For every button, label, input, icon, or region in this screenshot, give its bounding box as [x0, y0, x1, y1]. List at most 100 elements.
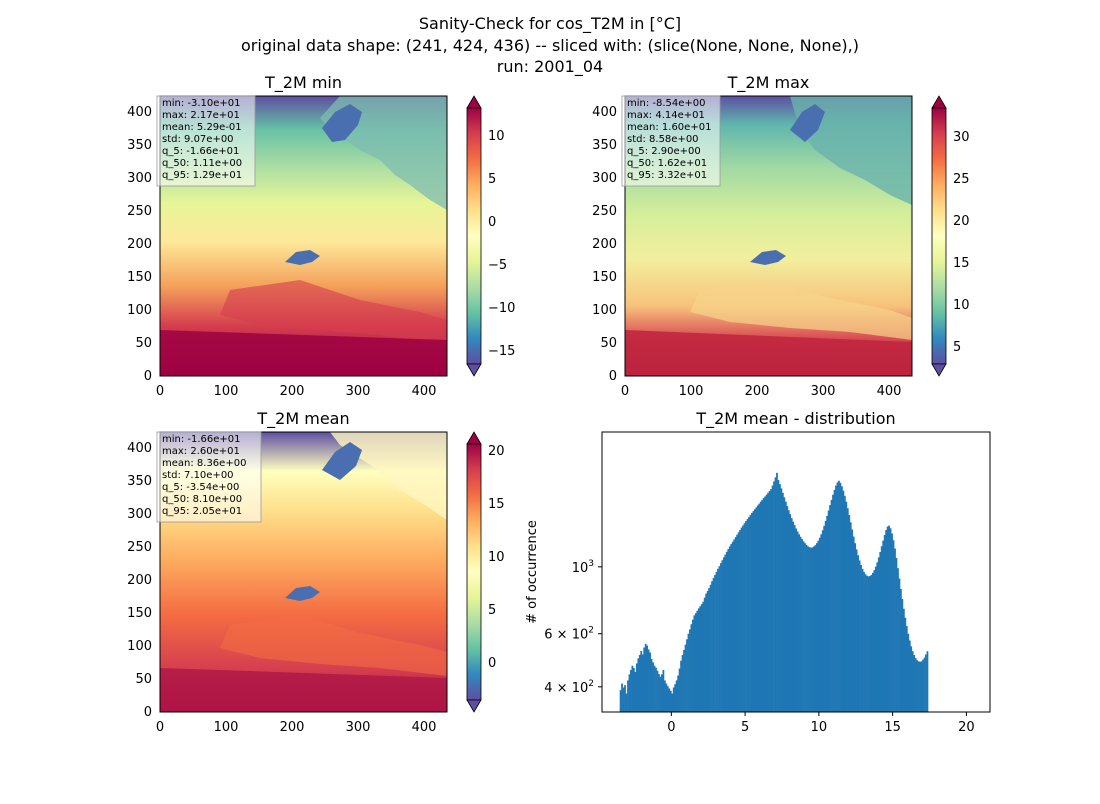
histogram-bar [649, 652, 651, 712]
histogram-bar [781, 492, 784, 712]
histogram-bar [829, 505, 831, 712]
x-tick-label: 0 [156, 384, 164, 399]
histogram-bar [913, 655, 916, 712]
x-tick-label: 5 [741, 720, 749, 735]
histogram-bar [914, 658, 917, 712]
histogram-bar [647, 649, 650, 712]
panel-title: T_2M min [264, 73, 342, 93]
y-tick-label: 300 [127, 507, 152, 522]
histogram-bar [784, 501, 787, 712]
land-africa [625, 330, 912, 376]
histogram-bar [860, 565, 862, 712]
x-tick-label: 100 [679, 384, 704, 399]
y-tick-label: 50 [135, 672, 152, 687]
colorbar-min-extend [466, 699, 482, 713]
histogram-bar [780, 488, 783, 712]
histogram-bar [764, 496, 767, 712]
colorbar-tick-label: 5 [488, 172, 496, 187]
histogram-bar [650, 658, 653, 712]
histogram-bar [677, 675, 680, 712]
histogram-bar [920, 661, 923, 712]
stat-line: mean: 8.36e+00 [162, 458, 246, 469]
histogram-bar [773, 481, 775, 712]
histogram-bar [880, 546, 883, 712]
histogram-bar [753, 509, 756, 712]
histogram-bar [634, 671, 637, 712]
histogram-bar [755, 507, 758, 712]
histogram-bar [733, 539, 736, 712]
histogram-bar [838, 480, 840, 712]
histogram-bar [779, 484, 781, 712]
histogram-bar [851, 529, 854, 712]
histogram-bar [849, 522, 852, 712]
histogram-bar [681, 655, 684, 712]
y-tick-label: 100 [592, 303, 617, 318]
histogram-bar [841, 486, 843, 712]
y-axis-label: # of occurrence [525, 520, 540, 624]
histogram-bar [669, 690, 672, 712]
y-tick-label: 200 [127, 237, 152, 252]
suptitle-line-1: Sanity-Check for cos_T2M in [°C] [419, 14, 681, 34]
histogram-bar [824, 520, 827, 712]
histogram-bar [627, 680, 629, 712]
histogram-bar [901, 599, 904, 712]
histogram-bar [876, 562, 879, 712]
histogram-bar [812, 546, 815, 712]
x-tick-label: 0 [156, 720, 164, 735]
histogram-bar [897, 568, 899, 712]
colorbar-min-extend [466, 363, 482, 377]
x-tick-label: 200 [280, 384, 305, 399]
colorbar-tick-label: −15 [488, 344, 515, 359]
histogram-bar [696, 610, 699, 712]
y-axis: 0 50 100 150 200 250 300 350 400 [127, 441, 152, 720]
histogram-bar [640, 650, 643, 712]
histogram-bar [625, 693, 628, 712]
histogram-bar [802, 541, 805, 712]
histogram-bar [852, 536, 855, 712]
stat-line: min: -1.66e+01 [162, 434, 241, 445]
histogram-bar [694, 613, 697, 712]
histogram-bar [628, 674, 631, 712]
histogram-bar [683, 649, 685, 712]
stats-lines: min: -8.54e+00 max: 4.14e+01 mean: 1.60e… [627, 98, 711, 181]
histogram-bar [823, 525, 826, 712]
histogram-bar [644, 643, 647, 712]
histogram-bar [655, 667, 657, 712]
histogram-bar [902, 608, 905, 712]
histogram-bar [768, 490, 771, 712]
y-tick-label: 103 [572, 559, 594, 576]
stat-line: min: -3.10e+01 [162, 98, 241, 109]
histogram-bar [771, 485, 774, 712]
histogram-bar [663, 680, 666, 712]
histogram-bar [889, 528, 892, 712]
histogram-bar [888, 525, 890, 712]
histogram-bar [892, 540, 895, 712]
x-axis: 0 100 200 300 400 [156, 384, 437, 399]
y-tick-label: 150 [127, 606, 152, 621]
histogram-bar [715, 571, 718, 712]
histogram-bar [652, 662, 654, 712]
histogram-bar [810, 547, 812, 712]
plot-frame [601, 431, 991, 713]
colorbar-tick-label: 15 [953, 256, 970, 271]
colorbar-tick-label: 20 [953, 214, 970, 229]
suptitle-line-3: run: 2001_04 [497, 57, 603, 77]
histogram-bar [777, 480, 780, 712]
x-tick-label: 400 [412, 720, 437, 735]
histogram-bar [789, 514, 792, 712]
histogram-bar [790, 518, 793, 712]
histogram-bar [725, 551, 728, 712]
y-tick-label: 350 [127, 474, 152, 489]
sea-mediterranean [220, 280, 447, 345]
panel-title: T_2M mean [256, 409, 349, 429]
histogram-bar [835, 485, 837, 712]
histogram-bar [665, 683, 668, 712]
histogram-bar [877, 557, 880, 712]
histogram-bar [728, 546, 731, 712]
histogram-bar [737, 532, 740, 712]
histogram-bar [689, 629, 691, 712]
histogram-bar [727, 549, 730, 712]
histogram-bar [846, 508, 849, 712]
histogram-bar [619, 690, 622, 712]
histogram-bar [697, 608, 700, 712]
